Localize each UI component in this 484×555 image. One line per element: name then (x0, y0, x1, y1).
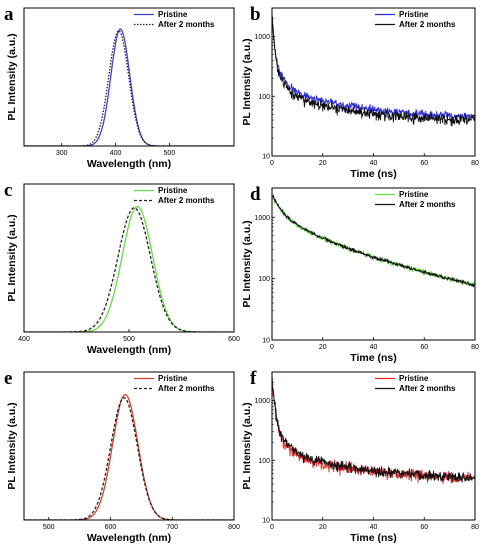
legend-label: After 2 months (399, 20, 456, 29)
legend-label: After 2 months (158, 196, 215, 205)
panel-c: c 400 500 600 Wavelength (nm) PL Intensity (a… (4, 180, 240, 356)
x-axis-title: Time (ns) (350, 168, 396, 180)
y-tick-label: 100 (258, 276, 270, 283)
x-axis-title: Time (ns) (350, 532, 396, 544)
x-tick-label: 80 (471, 344, 479, 351)
x-tick-label: 600 (228, 336, 240, 343)
x-tick-label: 20 (319, 160, 327, 167)
y-axis-title: PL Intensity (a.u.) (241, 220, 253, 307)
x-tick-label: 0 (270, 524, 274, 531)
series-line-pristine (24, 393, 234, 520)
plot-frame (23, 7, 235, 147)
x-tick-label: 0 (270, 344, 274, 351)
y-tick-label: 1000 (254, 215, 270, 222)
series-line-after-2-months (24, 30, 234, 146)
panel-letter: e (4, 368, 12, 389)
x-axis-title: Wavelength (nm) (87, 344, 171, 356)
series-line-after-2-months (24, 397, 234, 520)
x-tick-label: 20 (319, 344, 327, 351)
x-tick-label: 500 (43, 524, 55, 531)
legend-label: After 2 months (158, 384, 215, 393)
x-tick-label: 40 (370, 524, 378, 531)
y-tick-label: 100 (258, 458, 270, 465)
y-axis-title: PL Intensity (a.u.) (6, 402, 18, 489)
series-line-pristine (24, 205, 234, 332)
x-axis-title: Wavelength (nm) (87, 532, 171, 544)
panel-letter: f (250, 368, 257, 389)
series-line-pristine (24, 28, 234, 146)
x-tick-label: 40 (370, 344, 378, 351)
x-axis-title: Wavelength (nm) (87, 158, 171, 170)
y-tick-label: 1000 (254, 34, 270, 41)
x-tick-label: 40 (370, 160, 378, 167)
plot-frame (23, 371, 235, 521)
panel-d: d 0 20 40 60 80 10 100 1000 Time (ns) PL Intensity… (241, 184, 479, 364)
legend-label: After 2 months (399, 200, 456, 209)
panel-e: e 500 600 700 800 Wavelength (nm) PL Intensity… (4, 368, 240, 544)
x-tick-label: 20 (319, 524, 327, 531)
series-line-after-2-months (272, 12, 475, 127)
series-line-pristine (272, 15, 475, 122)
x-tick-label: 80 (471, 524, 479, 531)
x-tick-label: 800 (228, 524, 240, 531)
panel-f: f 0 20 40 60 80 10 100 1000 Time (ns) PL Intensity… (241, 368, 479, 544)
panel-letter: b (250, 4, 261, 25)
plot-frame (271, 371, 476, 521)
legend-label: Pristine (399, 190, 429, 199)
x-tick-label: 500 (123, 336, 135, 343)
x-tick-label: 80 (471, 160, 479, 167)
panel-b: b 0 20 40 60 80 10 100 1000 Time (ns) PL Intensity… (241, 4, 479, 180)
legend-label: Pristine (158, 374, 188, 383)
plot-frame (271, 7, 476, 157)
x-tick-label: 600 (105, 524, 117, 531)
legend-label: After 2 months (399, 384, 456, 393)
x-tick-label: 0 (270, 160, 274, 167)
y-axis-title: PL Intensity (a.u.) (6, 33, 18, 120)
legend-label: Pristine (158, 10, 188, 19)
panel-letter: a (4, 4, 14, 25)
plot-frame (271, 187, 476, 341)
x-tick-label: 400 (110, 150, 122, 157)
legend-label: Pristine (399, 374, 429, 383)
y-axis-title: PL Intensity (a.u.) (6, 214, 18, 301)
x-tick-label: 60 (420, 344, 428, 351)
panel-letter: c (4, 180, 12, 201)
x-tick-label: 500 (164, 150, 176, 157)
y-tick-label: 1000 (254, 398, 270, 405)
legend-label: Pristine (158, 186, 188, 195)
panel-letter: d (250, 184, 261, 205)
x-axis-title: Time (ns) (350, 352, 396, 364)
legend-label: After 2 months (158, 20, 215, 29)
series-line-after-2-months (272, 194, 475, 288)
y-tick-label: 100 (258, 94, 270, 101)
legend-label: Pristine (399, 10, 429, 19)
plot-frame (23, 183, 235, 333)
y-tick-label: 10 (262, 338, 270, 345)
x-tick-label: 60 (420, 160, 428, 167)
y-axis-title: PL Intensity (a.u.) (241, 402, 253, 489)
x-tick-label: 700 (166, 524, 178, 531)
series-line-after-2-months (272, 375, 475, 483)
y-axis-title: PL Intensity (a.u.) (241, 38, 253, 125)
y-tick-label: 10 (262, 154, 270, 161)
x-tick-label: 300 (56, 150, 68, 157)
y-tick-label: 10 (262, 518, 270, 525)
x-tick-label: 400 (18, 336, 30, 343)
x-tick-label: 60 (420, 524, 428, 531)
